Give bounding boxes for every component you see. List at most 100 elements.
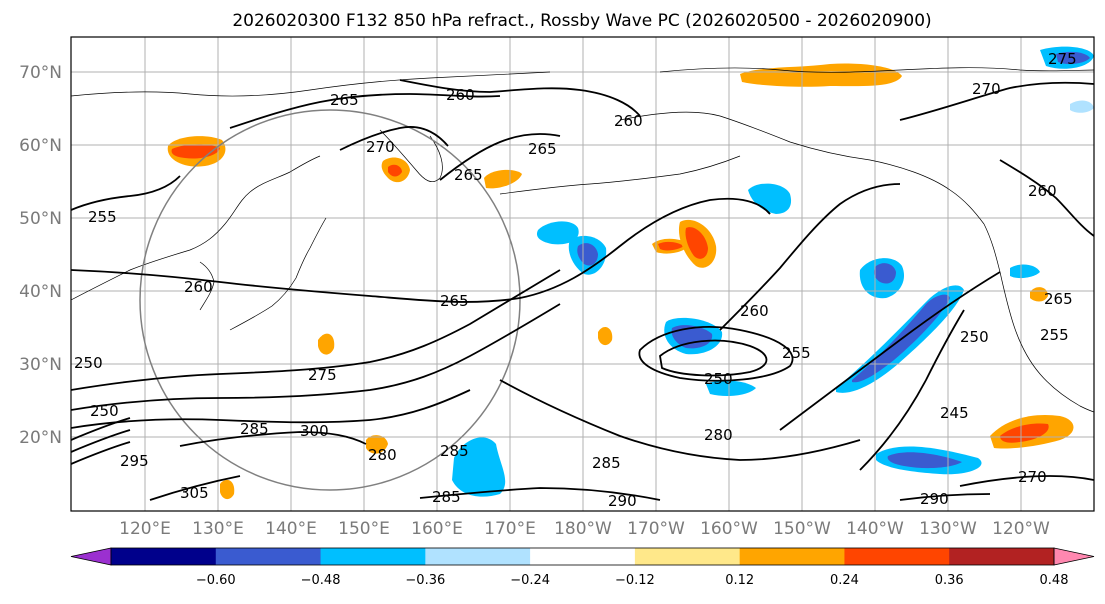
colorbar-extend-low	[70, 547, 112, 566]
shade-darkblue-43n-171w	[577, 243, 598, 266]
lon-tick-label: 130°W	[919, 519, 977, 539]
shade-red-45n-163w	[658, 241, 684, 251]
contour-label: 290	[608, 492, 637, 510]
contour-label: 285	[432, 488, 461, 506]
shade-red-57n-155e	[388, 164, 402, 177]
shade-darkblue-33n-162w	[671, 325, 713, 349]
reference-circle	[139, 109, 521, 491]
contour-260-ne	[999, 159, 1094, 237]
chart-title: 2026020300 F132 850 hPa refract., Rossby…	[232, 11, 931, 31]
colorbar-tick-label: −0.12	[615, 573, 655, 588]
shade-blue-52n-147w	[748, 183, 792, 214]
colorbar-segment	[320, 548, 426, 565]
contour-label: 285	[440, 442, 469, 460]
colorbar-segment	[634, 548, 741, 565]
contour-label: 260	[614, 112, 643, 130]
contour-label: 250	[74, 354, 103, 372]
contour-label: 260	[1028, 182, 1057, 200]
contour-label: 260	[740, 302, 769, 320]
contour-label: 275	[308, 366, 337, 384]
contour-285-mid	[499, 379, 861, 461]
map-area: 255 265 260 260 270 265 265 270 275 260 …	[71, 37, 1094, 511]
contour-label: 265	[330, 91, 359, 109]
contour-label: 260	[446, 86, 475, 104]
lat-tick-label: 70°N	[19, 63, 62, 83]
lon-axis-labels: 120°E 130°E 140°E 150°E 160°E 170°E 180°…	[119, 519, 1050, 539]
shade-red-46n-158w	[685, 227, 708, 259]
contour-label: 290	[920, 490, 949, 508]
coastlines	[71, 67, 1094, 413]
contour-label: 285	[592, 454, 621, 472]
contour-label: 250	[90, 402, 119, 420]
colorbar-segment	[530, 548, 636, 565]
contour-label: 255	[1040, 326, 1069, 344]
contour-265-north	[229, 93, 501, 129]
lon-tick-label: 130°E	[192, 519, 244, 539]
coast-japan	[229, 217, 327, 331]
lon-tick-label: 120°W	[992, 519, 1050, 539]
shade-darkblue-40n-140w	[873, 263, 896, 284]
lon-tick-label: 140°E	[265, 519, 317, 539]
contour-label: 250	[704, 370, 733, 388]
coast-alaska	[619, 111, 985, 225]
shade-blue-18n-175e	[452, 437, 506, 497]
lat-tick-label: 30°N	[19, 355, 62, 375]
contour-270-east	[959, 475, 1094, 487]
shaded-regions	[167, 46, 1094, 500]
colorbar-tick-label: −0.24	[510, 573, 550, 588]
shade-orange-36n-167w	[598, 326, 613, 346]
lon-tick-label: 180°W	[554, 519, 612, 539]
contour-label: 265	[528, 140, 557, 158]
contour-260-main	[719, 183, 901, 331]
contour-label: 295	[120, 452, 149, 470]
lat-tick-label: 20°N	[19, 428, 62, 448]
lat-tick-label: 50°N	[19, 209, 62, 229]
contour-260-north	[399, 79, 641, 117]
contour-label: 265	[454, 166, 483, 184]
colorbar-segment	[739, 548, 845, 565]
coast-arctic-asia	[71, 71, 551, 97]
contour-label: 265	[440, 292, 469, 310]
contour-label: 280	[704, 426, 733, 444]
lon-tick-label: 160°W	[700, 519, 758, 539]
contour-label: 285	[240, 420, 269, 438]
contour-275	[71, 269, 561, 391]
shade-blue-27n-155w	[706, 380, 756, 396]
coast-aleutians	[499, 155, 741, 195]
lon-tick-label: 160°E	[411, 519, 463, 539]
contour-label: 305	[180, 484, 209, 502]
lon-tick-label: 150°W	[773, 519, 831, 539]
contour-label: 255	[88, 208, 117, 226]
contour-label: 270	[972, 80, 1001, 98]
shade-blue-46n-175w	[536, 221, 579, 245]
gridlines	[71, 37, 1094, 511]
colorbar-tick-label: −0.48	[301, 573, 341, 588]
contour-280	[71, 303, 561, 411]
shade-orange-20n-155e	[366, 435, 388, 454]
lon-tick-label: 140°W	[846, 519, 904, 539]
shade-lightblue-67n-115w	[1070, 100, 1094, 113]
contour-260-east	[859, 309, 965, 471]
contour-label: 265	[1044, 290, 1073, 308]
contour-label: 270	[366, 138, 395, 156]
contour-250-east	[779, 271, 1001, 431]
lon-tick-label: 150°E	[338, 519, 390, 539]
contour-300	[179, 431, 367, 447]
contour-label: 300	[300, 422, 329, 440]
contours	[71, 79, 1094, 501]
contour-lines-west	[71, 417, 131, 465]
contour-255-nw	[71, 175, 181, 211]
colorbar-tick-label: 0.24	[830, 573, 859, 588]
lat-tick-label: 40°N	[19, 282, 62, 302]
contour-265-main	[71, 197, 771, 303]
coast-kamchatka	[379, 129, 443, 182]
colorbar-border	[110, 547, 1055, 566]
contour-285	[71, 389, 471, 429]
map-frame	[70, 36, 1095, 512]
contour-label: 245	[940, 404, 969, 422]
lon-tick-label: 170°W	[627, 519, 685, 539]
contour-255-loop	[638, 326, 794, 382]
lat-tick-label: 60°N	[19, 136, 62, 156]
